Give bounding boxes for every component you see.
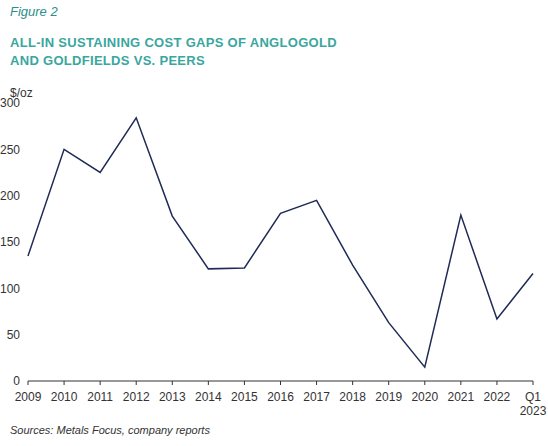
- svg-text:300: 300: [8, 96, 20, 110]
- svg-text:250: 250: [8, 143, 20, 157]
- svg-text:100: 100: [8, 282, 20, 296]
- svg-text:50: 50: [8, 328, 20, 342]
- html-text:ALL-IN SUSTAINING COST GAPS OF: ALL-IN SUSTAINING COST GAPS OF ANGLOGOLD…: [10, 35, 337, 68]
- svg-text:2016: 2016: [267, 390, 294, 404]
- svg-text:2022: 2022: [484, 390, 511, 404]
- svg-text:2017: 2017: [303, 390, 330, 404]
- svg-text:2012: 2012: [123, 390, 150, 404]
- svg-text:200: 200: [8, 189, 20, 203]
- html-text:$/oz: $/oz: [10, 86, 33, 100]
- svg-text:2014: 2014: [195, 390, 222, 404]
- svg-text:2015: 2015: [231, 390, 258, 404]
- svg-text:2013: 2013: [159, 390, 186, 404]
- svg-text:2010: 2010: [51, 390, 78, 404]
- svg-text:Q12023: Q12023: [520, 390, 540, 417]
- svg-text:2019: 2019: [375, 390, 402, 404]
- svg-text:2018: 2018: [339, 390, 366, 404]
- svg-text:2021: 2021: [448, 390, 475, 404]
- svg-text:2020: 2020: [411, 390, 438, 404]
- svg-text:0: 0: [13, 374, 20, 388]
- svg-text:150: 150: [8, 235, 20, 249]
- svg-text:2009: 2009: [15, 390, 42, 404]
- svg-text:2011: 2011: [87, 390, 113, 404]
- html-text:Figure 2: Figure 2: [10, 4, 58, 19]
- html-text:Sources: Metals Focus, company: Sources: Metals Focus, company reports: [10, 424, 210, 436]
